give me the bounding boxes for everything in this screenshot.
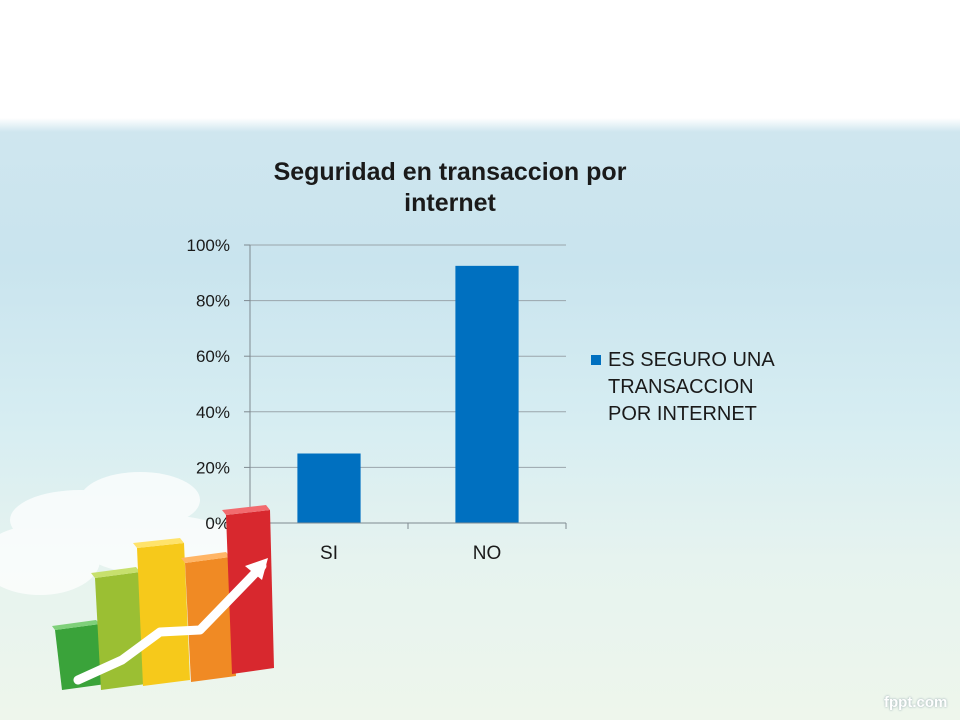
cloud-decoration <box>0 472 240 595</box>
watermark: fppt.com <box>884 694 948 711</box>
y-tick-label: 100% <box>187 236 230 255</box>
bar-no <box>455 265 519 523</box>
legend-label: ES SEGURO UNA TRANSACCION POR INTERNET <box>608 349 774 425</box>
legend-swatch <box>591 355 601 365</box>
y-tick-label: 0% <box>205 514 230 533</box>
x-tick-label: SI <box>320 543 338 564</box>
bar-si <box>297 453 361 523</box>
y-tick-label: 20% <box>196 458 230 477</box>
y-tick-label: 60% <box>196 347 230 366</box>
y-tick-label: 80% <box>196 292 230 311</box>
chart-title: Seguridad en transaccion por internet <box>273 158 627 217</box>
growth-bar-chart-icon <box>52 505 274 690</box>
y-tick-label: 40% <box>196 403 230 422</box>
x-tick-label: NO <box>473 543 502 564</box>
